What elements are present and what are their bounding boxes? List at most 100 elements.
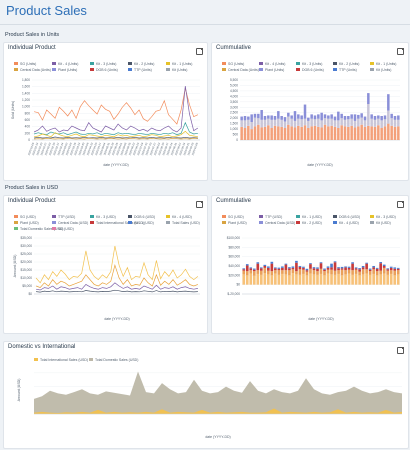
expand-icon[interactable] bbox=[397, 201, 404, 208]
bar-segment bbox=[270, 119, 273, 128]
bar-segment bbox=[358, 268, 361, 270]
bar-segment bbox=[297, 114, 300, 119]
bar-segment bbox=[354, 269, 358, 274]
expand-icon[interactable] bbox=[196, 201, 203, 208]
legend-swatch bbox=[259, 215, 263, 218]
bar-segment bbox=[365, 269, 368, 274]
usd-cumulative-chart: SG (USD) TTP (USD) Kit - 1 (USD) DGB 6 (USD… bbox=[222, 215, 400, 321]
legend-swatch bbox=[128, 68, 132, 71]
legend-swatch bbox=[333, 215, 337, 218]
y-tick-label: 5,500 bbox=[230, 78, 238, 82]
bar-segment bbox=[284, 274, 288, 285]
bar-segment bbox=[323, 268, 326, 270]
bar-segment bbox=[319, 273, 323, 285]
bar-segment bbox=[370, 114, 373, 119]
bar-segment bbox=[387, 94, 390, 111]
y-tick-label: $-20,000 bbox=[227, 292, 240, 296]
bar-segment bbox=[360, 113, 363, 118]
bar-segment bbox=[333, 270, 337, 275]
x-tick-label: 2020-04-27 bbox=[94, 141, 102, 155]
legend-label: Kit (USD) bbox=[376, 221, 391, 225]
bar-segment bbox=[252, 268, 256, 270]
bar-segment bbox=[333, 116, 337, 121]
bar-segment bbox=[263, 126, 267, 140]
bar-segment bbox=[316, 268, 319, 272]
bar-segment bbox=[383, 119, 387, 127]
expand-icon[interactable] bbox=[397, 347, 404, 354]
series-line bbox=[35, 245, 199, 284]
card-title: Cummulative bbox=[216, 198, 252, 204]
legend-label: Plant (USD) bbox=[228, 221, 247, 225]
legend-swatch bbox=[333, 221, 337, 224]
y-tick-label: 600 bbox=[25, 118, 31, 122]
expand-icon[interactable] bbox=[196, 48, 203, 55]
legend-label: Total Domestic Sales (USD) bbox=[20, 227, 63, 231]
bar-segment bbox=[259, 270, 263, 275]
bar-segment bbox=[386, 268, 390, 270]
legend-swatch bbox=[14, 227, 18, 230]
bar-segment bbox=[277, 118, 280, 127]
series-line bbox=[36, 289, 198, 293]
legend-label: Kit - 2 (Units) bbox=[134, 62, 154, 66]
bar-segment bbox=[303, 125, 307, 140]
bar-segment bbox=[347, 269, 351, 274]
bar-segment bbox=[379, 262, 383, 264]
bar-segment bbox=[313, 125, 317, 140]
bar-segment bbox=[367, 125, 370, 140]
bar-segment bbox=[320, 112, 323, 121]
bar-segment bbox=[316, 274, 319, 285]
legend-swatch bbox=[222, 221, 226, 224]
bar-segment bbox=[243, 120, 247, 128]
legend-label: DGB 6 (Units) bbox=[302, 68, 324, 72]
bar-segment bbox=[389, 273, 393, 285]
bar-segment bbox=[259, 267, 263, 269]
bar-segment bbox=[291, 266, 295, 268]
series-line bbox=[35, 263, 199, 289]
bar-segment bbox=[340, 125, 343, 140]
y-tick-label: $80,000 bbox=[228, 245, 240, 249]
bar-segment bbox=[340, 268, 344, 270]
bar-segment bbox=[317, 126, 320, 140]
legend-swatch bbox=[370, 68, 374, 71]
bar-segment bbox=[305, 271, 309, 276]
bar-segment bbox=[283, 117, 287, 122]
expand-icon[interactable] bbox=[397, 48, 404, 55]
bar-segment bbox=[330, 263, 333, 268]
bar-segment bbox=[263, 119, 267, 127]
bar-segment bbox=[382, 273, 386, 285]
card-units-cumulative: Cummulative SG (Units) Kit - 4 (Units) Kit… bbox=[211, 42, 409, 181]
legend-swatch bbox=[14, 221, 18, 224]
x-tick-label: 2020-09-28 bbox=[186, 141, 194, 155]
bar-segment bbox=[343, 116, 347, 120]
bar-segment bbox=[373, 116, 377, 120]
y-tick-label: 1,400 bbox=[22, 91, 30, 95]
bar-segment bbox=[372, 267, 375, 270]
legend-swatch bbox=[296, 215, 300, 218]
bar-segment bbox=[337, 270, 340, 274]
bar-segment bbox=[267, 274, 270, 285]
x-tick-label: 2020-06-15 bbox=[123, 141, 131, 155]
bar-segment bbox=[310, 118, 313, 127]
legend-label: Kit - 4 (Units) bbox=[58, 62, 78, 66]
x-tick-label: 2020-01-13 bbox=[31, 141, 39, 155]
bar-segment bbox=[379, 263, 383, 271]
x-tick-label: 2020-04-06 bbox=[81, 141, 89, 155]
bar-segment bbox=[377, 115, 380, 119]
bar-segment bbox=[307, 128, 310, 140]
bar-segment bbox=[353, 120, 357, 128]
bar-segment bbox=[344, 274, 347, 285]
bar-segment bbox=[370, 118, 373, 127]
bar-segment bbox=[389, 267, 393, 271]
bar-segment bbox=[387, 123, 390, 140]
bar-segment bbox=[347, 266, 351, 268]
bar-segment bbox=[396, 268, 400, 271]
x-tick-label: 2020-07-13 bbox=[140, 141, 148, 155]
bar-segment bbox=[290, 126, 293, 140]
bar-segment bbox=[390, 113, 393, 119]
bar-segment bbox=[333, 126, 337, 140]
bar-segment bbox=[396, 274, 400, 285]
bar-segment bbox=[337, 111, 340, 121]
y-axis-label: Sold (Units) bbox=[11, 101, 15, 119]
bar-segment bbox=[316, 267, 319, 269]
x-tick-label: 2020-05-04 bbox=[98, 141, 106, 155]
